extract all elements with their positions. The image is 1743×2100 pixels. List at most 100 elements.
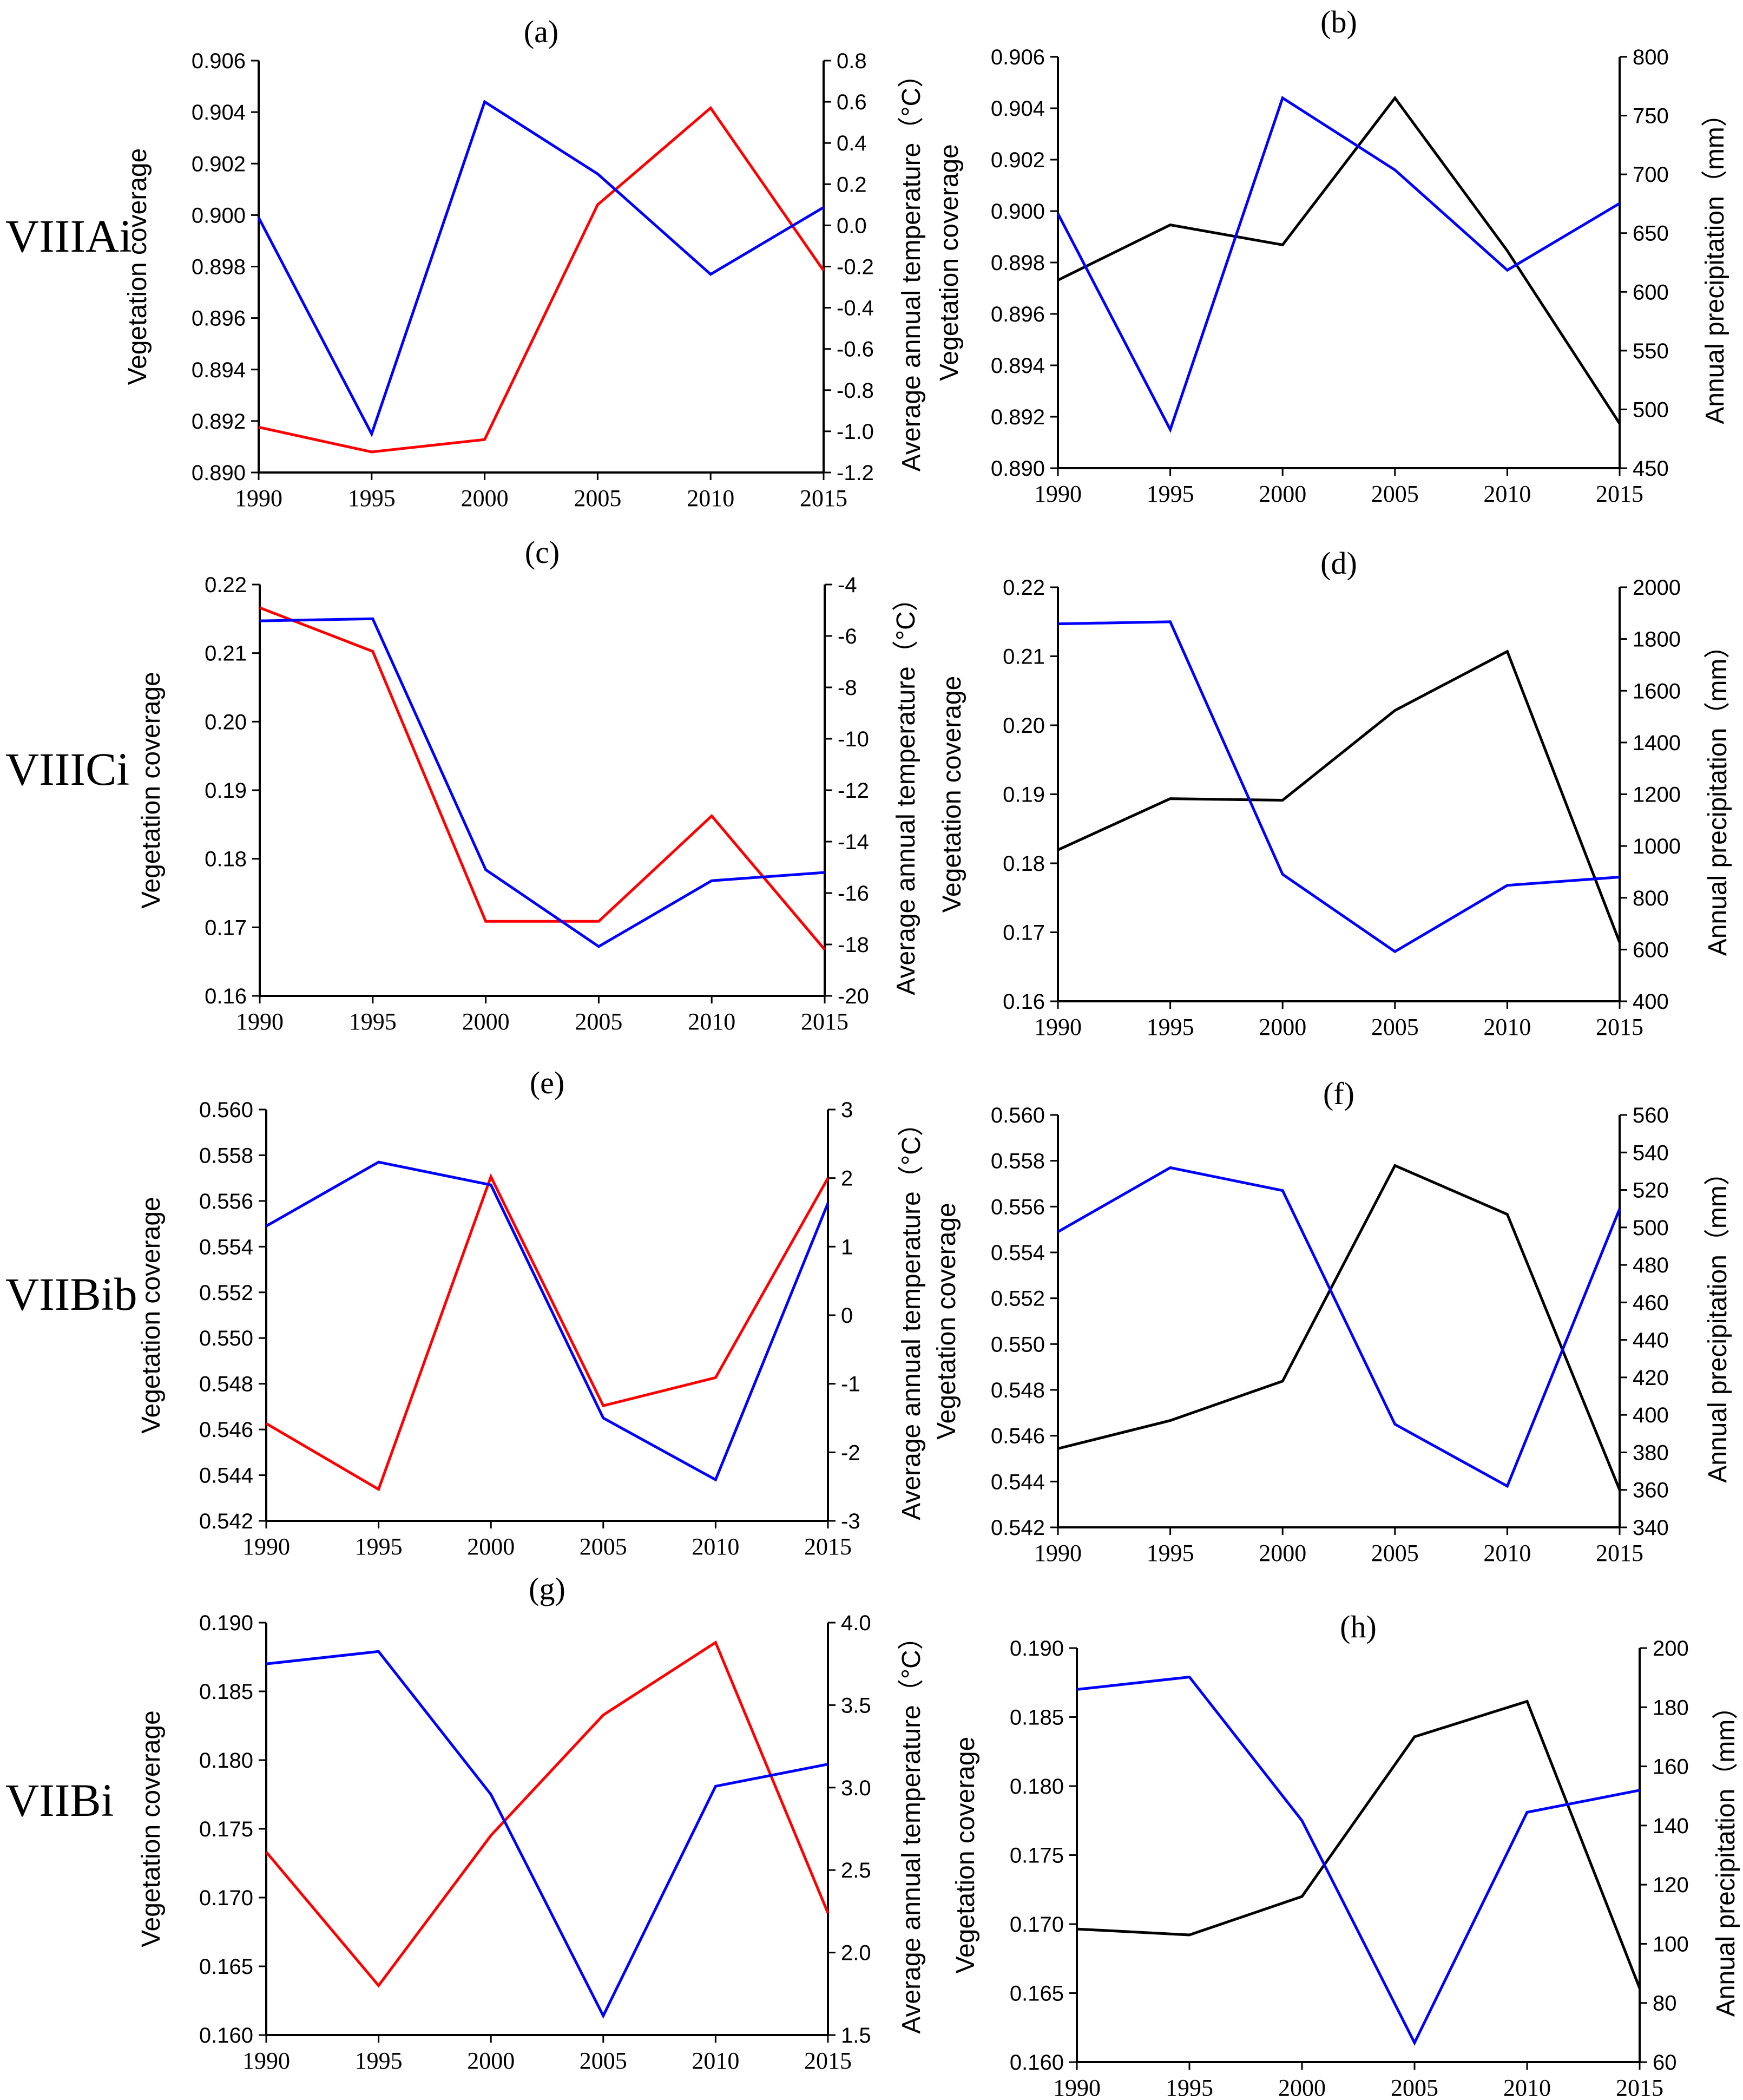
panel-title: (e) bbox=[530, 1065, 564, 1100]
y-tick-label: 0.19 bbox=[1003, 783, 1045, 807]
y2-tick-label: 650 bbox=[1633, 222, 1669, 246]
vegetation-coverage-line bbox=[1057, 1166, 1621, 1488]
y2-tick-label: 80 bbox=[1653, 1992, 1677, 2016]
y2-tick-label: 380 bbox=[1633, 1441, 1669, 1465]
x-tick-label: 2000 bbox=[467, 1533, 515, 1560]
y2-tick-label: 1 bbox=[841, 1235, 853, 1259]
x-tick-label: 1995 bbox=[1147, 1014, 1194, 1040]
y2-tick-label: 500 bbox=[1633, 1216, 1669, 1240]
y-tick-label: 0.190 bbox=[1010, 1637, 1064, 1661]
y-tick-label: 0.17 bbox=[1003, 921, 1045, 945]
y-tick-label: 0.550 bbox=[199, 1327, 253, 1350]
y-tick-label: 0.560 bbox=[199, 1098, 253, 1122]
x-tick-label: 2000 bbox=[1278, 2075, 1326, 2100]
chart-panel-f: (f) 1990 1995 2000 2005 2010 2015 0.542 0.544 0.5… bbox=[932, 1076, 1732, 1566]
y-tick-label: 0.542 bbox=[991, 1516, 1045, 1540]
y-tick-label: 0.180 bbox=[1010, 1775, 1064, 1799]
y2-axis-title: Average annual temperature（°C） bbox=[897, 1110, 926, 1520]
x-tick-label: 2015 bbox=[804, 2047, 852, 2074]
x-tick-label: 2005 bbox=[580, 1533, 627, 1560]
x-tick-label: 2000 bbox=[462, 1008, 510, 1035]
y2-tick-label: -0.4 bbox=[837, 297, 874, 320]
x-tick-label: 2005 bbox=[1371, 481, 1419, 507]
x-tick-label: 2010 bbox=[1483, 1014, 1531, 1040]
y-tick-label: 0.550 bbox=[991, 1333, 1045, 1356]
y2-tick-label: 420 bbox=[1633, 1366, 1669, 1390]
y-tick-label: 0.170 bbox=[199, 1886, 253, 1910]
y-tick-label: 0.190 bbox=[199, 1611, 253, 1635]
y2-tick-label: 550 bbox=[1633, 339, 1669, 363]
y2-tick-label: 400 bbox=[1633, 1403, 1669, 1427]
x-tick-label: 1990 bbox=[1053, 2075, 1101, 2100]
y-tick-label: 0.175 bbox=[1010, 1844, 1064, 1868]
y-tick-label: 0.552 bbox=[199, 1281, 253, 1305]
y2-tick-label: -4 bbox=[838, 573, 857, 597]
y2-tick-label: 1800 bbox=[1633, 628, 1681, 652]
y2-tick-label: -12 bbox=[838, 779, 869, 803]
x-tick-label: 1990 bbox=[242, 1533, 290, 1560]
y2-tick-label: 700 bbox=[1633, 163, 1669, 187]
panel-title: (d) bbox=[1320, 546, 1357, 581]
x-tick-label: 2000 bbox=[1259, 481, 1306, 507]
y2-tick-label: 3 bbox=[841, 1098, 853, 1122]
y-tick-label: 0.554 bbox=[991, 1241, 1045, 1265]
y-tick-label: 0.898 bbox=[991, 251, 1045, 275]
y2-tick-label: 140 bbox=[1653, 1814, 1689, 1838]
y-tick-label: 0.552 bbox=[991, 1287, 1045, 1311]
y2-tick-label: 1000 bbox=[1633, 835, 1681, 858]
y-tick-label: 0.892 bbox=[192, 410, 246, 434]
vegetation-coverage-line bbox=[266, 1650, 828, 2019]
y2-tick-label: 1200 bbox=[1633, 783, 1681, 807]
y-tick-label: 0.546 bbox=[199, 1418, 253, 1442]
x-tick-label: 2005 bbox=[580, 2047, 627, 2074]
y2-tick-label: -20 bbox=[838, 985, 869, 1008]
y-tick-label: 0.544 bbox=[199, 1464, 253, 1488]
y2-tick-label: -6 bbox=[838, 625, 857, 648]
panel-title: (b) bbox=[1320, 4, 1357, 40]
y-tick-label: 0.548 bbox=[199, 1373, 253, 1396]
y-tick-label: 0.175 bbox=[199, 1817, 253, 1841]
y2-tick-label: 3.0 bbox=[841, 1776, 871, 1800]
x-tick-label: 2015 bbox=[800, 485, 847, 511]
y-tick-label: 0.18 bbox=[1003, 852, 1045, 876]
x-tick-label: 1990 bbox=[1034, 481, 1082, 507]
vegetation-coverage-line bbox=[1056, 96, 1621, 434]
x-tick-label: 2010 bbox=[1483, 1540, 1531, 1566]
chart-panel-g: (g) 1990 1995 2000 2005 2010 2015 0.160 0.165 0.1… bbox=[137, 1571, 926, 2074]
y-tick-label: 0.20 bbox=[1003, 714, 1045, 738]
y-tick-label: 0.16 bbox=[205, 985, 247, 1008]
y-tick-label: 0.544 bbox=[991, 1470, 1045, 1494]
y2-tick-label: 1.5 bbox=[841, 2024, 871, 2047]
x-tick-label: 2000 bbox=[1259, 1014, 1306, 1040]
x-tick-label: 1990 bbox=[1034, 1540, 1082, 1566]
y-tick-label: 0.902 bbox=[991, 148, 1045, 172]
y-tick-label: 0.18 bbox=[205, 848, 247, 871]
annual-precipitation-line bbox=[1057, 1164, 1621, 1491]
y2-tick-label: 2 bbox=[841, 1167, 853, 1191]
x-tick-label: 2000 bbox=[461, 485, 509, 511]
y2-tick-label: -8 bbox=[838, 676, 857, 700]
y2-tick-label: 0 bbox=[841, 1304, 853, 1328]
y-tick-label: 0.890 bbox=[991, 457, 1045, 481]
x-tick-label: 1995 bbox=[1147, 481, 1194, 507]
y-tick-label: 0.896 bbox=[991, 303, 1045, 326]
y2-tick-label: 2.5 bbox=[841, 1859, 871, 1882]
y2-tick-label: -14 bbox=[838, 830, 869, 854]
y2-tick-label: 600 bbox=[1633, 280, 1669, 304]
panel-title: (g) bbox=[529, 1571, 565, 1606]
y2-axis-title: Annual precipitation（mm） bbox=[1703, 633, 1732, 956]
y-tick-label: 0.892 bbox=[991, 405, 1045, 429]
y-axis-title: Vegetation coverage bbox=[137, 1197, 166, 1434]
y2-axis-title: Annual precipitation（mm） bbox=[1703, 1159, 1732, 1483]
y2-axis-title: Annual precipitation（mm） bbox=[1701, 101, 1729, 424]
y-tick-label: 0.558 bbox=[991, 1150, 1045, 1173]
y-tick-label: 0.20 bbox=[205, 710, 247, 734]
y2-axis-title: Annual precipitation（mm） bbox=[1712, 1694, 1740, 2017]
y-tick-label: 0.554 bbox=[199, 1235, 253, 1259]
vegetation-coverage-line bbox=[265, 1160, 830, 1482]
panel-title: (h) bbox=[1340, 1609, 1377, 1644]
chart-panel-e: (e) 1990 1995 2000 2005 2010 2015 0.542 0.544 0.5… bbox=[137, 1065, 926, 1560]
y-axis-title: Vegetation coverage bbox=[935, 144, 964, 381]
y-axis-title: Vegetation coverage bbox=[938, 676, 966, 913]
